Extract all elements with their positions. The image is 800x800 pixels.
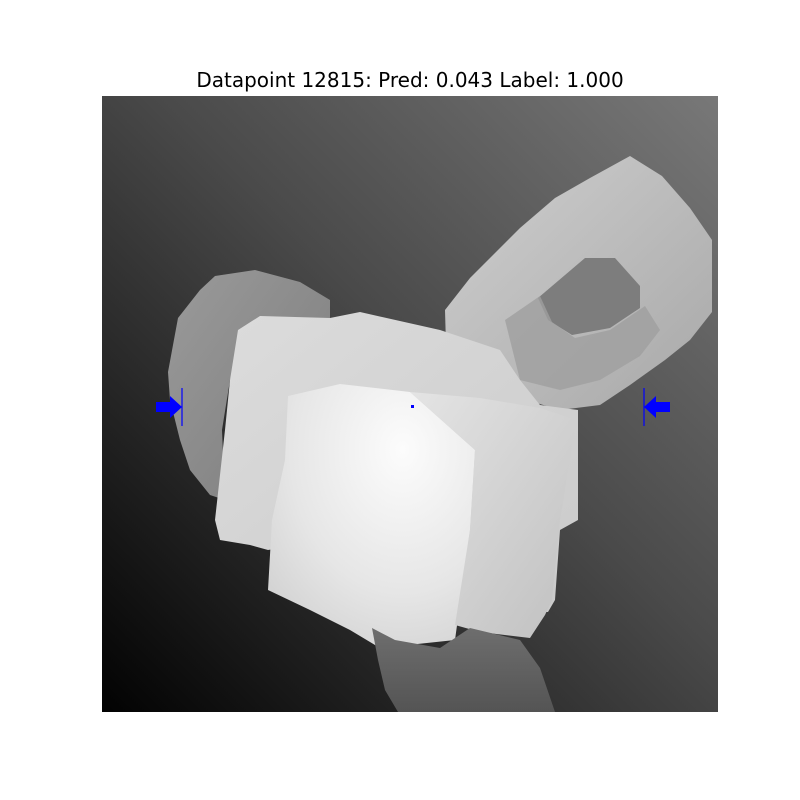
figure-title: Datapoint 12815: Pred: 0.043 Label: 1.00… [196, 68, 624, 92]
left-arrow-icon [156, 396, 182, 418]
depth-image [102, 96, 718, 712]
bottom-part [372, 628, 555, 712]
grasp-markers [156, 388, 670, 426]
right-cube-face [410, 392, 576, 638]
right-arrow-icon [644, 396, 670, 418]
handle-hole [538, 258, 640, 335]
handle-hole-shadow [505, 296, 660, 390]
front-cube-face [268, 384, 475, 648]
grasp-center-dot [411, 405, 414, 408]
